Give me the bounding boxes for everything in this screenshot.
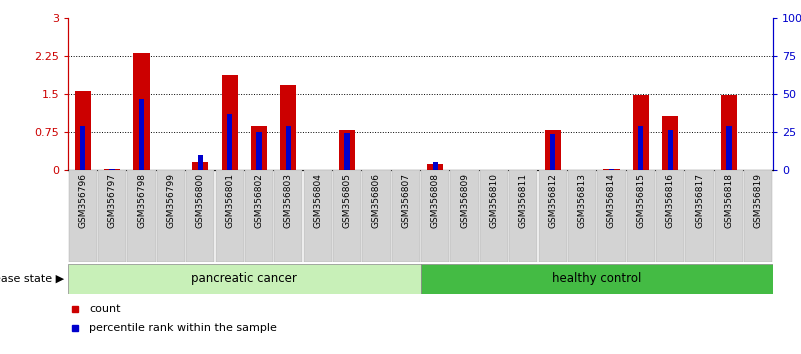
Text: count: count: [89, 304, 121, 314]
FancyBboxPatch shape: [421, 170, 449, 262]
Text: GSM356812: GSM356812: [548, 173, 557, 228]
Text: GSM356803: GSM356803: [284, 173, 293, 228]
Text: healthy control: healthy control: [552, 272, 642, 285]
Text: GSM356810: GSM356810: [489, 173, 498, 228]
Text: GSM356801: GSM356801: [225, 173, 234, 228]
FancyBboxPatch shape: [362, 170, 391, 262]
Bar: [633, 95, 649, 170]
Text: disease state ▶: disease state ▶: [0, 274, 64, 284]
FancyBboxPatch shape: [215, 170, 244, 262]
Bar: [433, 162, 438, 170]
Text: GSM356819: GSM356819: [754, 173, 763, 228]
Text: GSM356811: GSM356811: [519, 173, 528, 228]
Text: GSM356805: GSM356805: [343, 173, 352, 228]
Text: GSM356797: GSM356797: [107, 173, 117, 228]
FancyBboxPatch shape: [274, 170, 303, 262]
FancyBboxPatch shape: [744, 170, 772, 262]
FancyBboxPatch shape: [538, 170, 567, 262]
FancyBboxPatch shape: [98, 170, 127, 262]
Text: GSM356808: GSM356808: [431, 173, 440, 228]
FancyBboxPatch shape: [568, 170, 596, 262]
FancyBboxPatch shape: [245, 170, 273, 262]
FancyBboxPatch shape: [333, 170, 361, 262]
FancyBboxPatch shape: [686, 170, 714, 262]
FancyBboxPatch shape: [450, 170, 479, 262]
Text: GSM356816: GSM356816: [666, 173, 674, 228]
Text: GSM356807: GSM356807: [401, 173, 410, 228]
Text: GSM356814: GSM356814: [607, 173, 616, 228]
Bar: [280, 85, 296, 170]
Bar: [251, 126, 267, 170]
Text: pancreatic cancer: pancreatic cancer: [191, 272, 297, 285]
Bar: [427, 164, 443, 170]
Bar: [80, 126, 86, 170]
Text: GSM356815: GSM356815: [636, 173, 646, 228]
Bar: [638, 126, 643, 170]
FancyBboxPatch shape: [421, 264, 773, 294]
Bar: [339, 130, 355, 170]
Bar: [222, 75, 238, 170]
Text: GSM356798: GSM356798: [137, 173, 146, 228]
Text: GSM356799: GSM356799: [167, 173, 175, 228]
Bar: [609, 169, 614, 170]
FancyBboxPatch shape: [480, 170, 508, 262]
FancyBboxPatch shape: [186, 170, 215, 262]
FancyBboxPatch shape: [127, 170, 155, 262]
FancyBboxPatch shape: [656, 170, 684, 262]
Bar: [550, 135, 555, 170]
Bar: [667, 130, 673, 170]
Bar: [344, 133, 350, 170]
FancyBboxPatch shape: [392, 170, 420, 262]
Text: percentile rank within the sample: percentile rank within the sample: [89, 323, 277, 333]
FancyBboxPatch shape: [69, 170, 97, 262]
Bar: [110, 169, 115, 170]
Bar: [721, 95, 737, 170]
Bar: [198, 155, 203, 170]
Bar: [134, 53, 150, 170]
Text: GSM356804: GSM356804: [313, 173, 322, 228]
Text: GSM356806: GSM356806: [372, 173, 381, 228]
Bar: [662, 116, 678, 170]
FancyBboxPatch shape: [598, 170, 626, 262]
FancyBboxPatch shape: [304, 170, 332, 262]
FancyBboxPatch shape: [68, 264, 421, 294]
Text: GSM356809: GSM356809: [460, 173, 469, 228]
Text: GSM356813: GSM356813: [578, 173, 586, 228]
FancyBboxPatch shape: [509, 170, 537, 262]
Bar: [256, 132, 262, 170]
Bar: [545, 130, 561, 170]
Text: GSM356796: GSM356796: [78, 173, 87, 228]
Bar: [192, 162, 208, 170]
Text: GSM356817: GSM356817: [695, 173, 704, 228]
Bar: [227, 114, 232, 170]
Bar: [286, 126, 291, 170]
FancyBboxPatch shape: [157, 170, 185, 262]
Text: GSM356802: GSM356802: [255, 173, 264, 228]
Text: GSM356818: GSM356818: [724, 173, 734, 228]
FancyBboxPatch shape: [714, 170, 743, 262]
Bar: [74, 91, 91, 170]
FancyBboxPatch shape: [626, 170, 655, 262]
Bar: [139, 99, 144, 170]
Text: GSM356800: GSM356800: [195, 173, 205, 228]
Bar: [104, 169, 120, 170]
Bar: [603, 169, 619, 170]
Bar: [727, 126, 731, 170]
